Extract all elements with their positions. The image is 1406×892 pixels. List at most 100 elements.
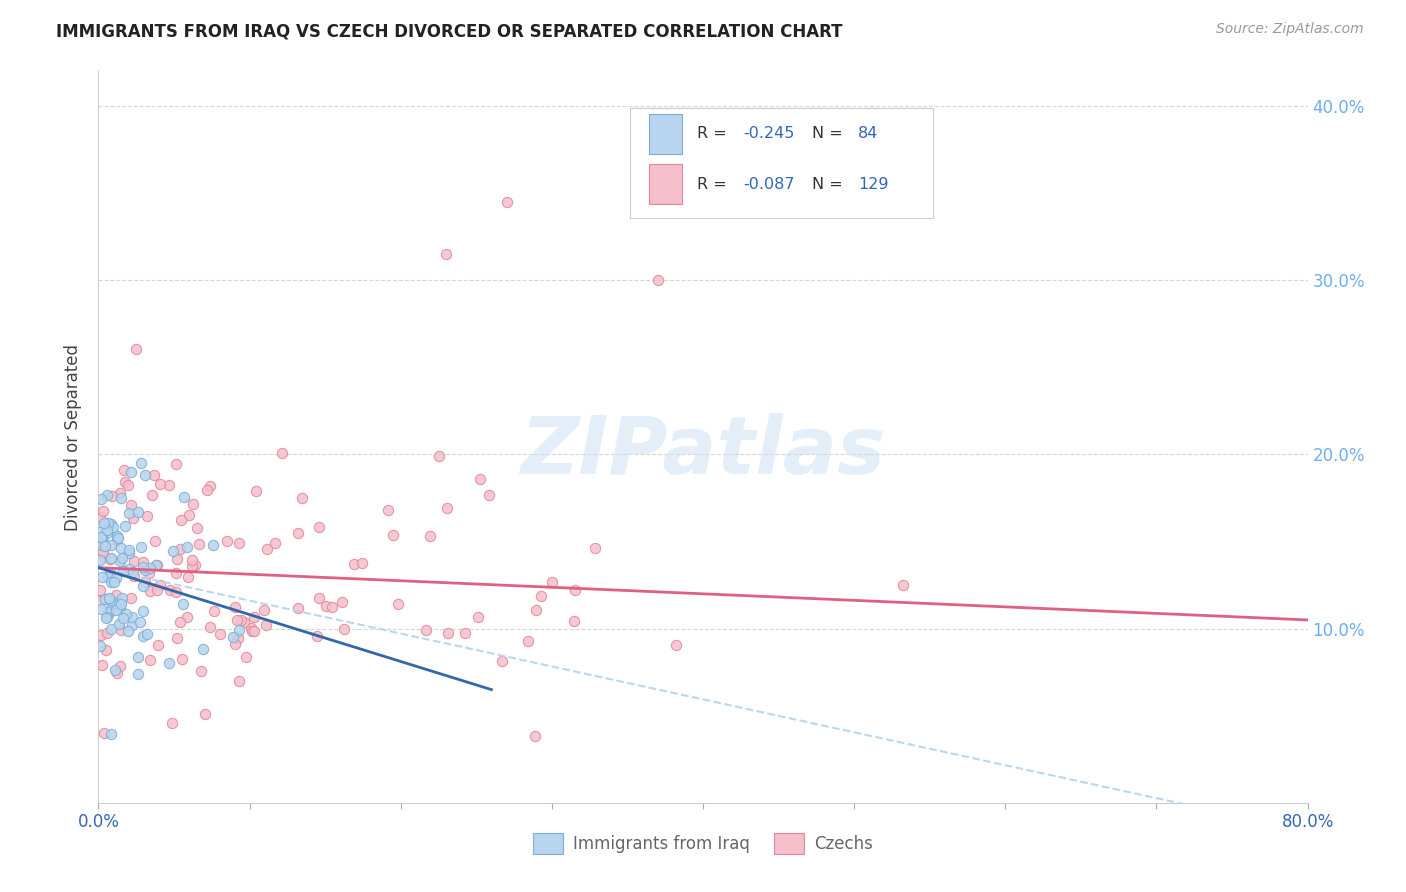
- Text: -0.245: -0.245: [742, 127, 794, 142]
- Point: [93, 549, 115, 563]
- Point: [468, 472, 491, 486]
- Point: [90, 530, 112, 544]
- Point: [893, 578, 915, 592]
- Point: [96, 523, 118, 537]
- Text: 129: 129: [858, 177, 889, 192]
- Point: [97, 570, 120, 584]
- Point: [172, 597, 194, 611]
- Point: [122, 554, 145, 568]
- Point: [524, 603, 547, 617]
- Point: [240, 621, 263, 635]
- Point: [169, 542, 191, 557]
- Point: [202, 538, 225, 552]
- Point: [97, 591, 120, 605]
- Point: [89, 594, 111, 608]
- Point: [287, 600, 309, 615]
- Point: [129, 540, 152, 554]
- Point: [110, 541, 132, 555]
- Point: [111, 551, 134, 566]
- Point: [179, 508, 201, 523]
- Point: [98, 606, 121, 620]
- Point: [132, 579, 155, 593]
- Point: [89, 525, 111, 540]
- Point: [381, 528, 404, 542]
- Legend: Immigrants from Iraq, Czechs: Immigrants from Iraq, Czechs: [526, 827, 880, 860]
- Point: [114, 607, 136, 622]
- Point: [647, 273, 669, 287]
- Point: [149, 477, 172, 491]
- Point: [141, 488, 163, 502]
- Point: [105, 533, 128, 548]
- Point: [256, 541, 278, 556]
- Point: [254, 617, 277, 632]
- Point: [166, 551, 188, 566]
- Point: [308, 520, 330, 534]
- Text: ZIPatlas: ZIPatlas: [520, 413, 886, 491]
- FancyBboxPatch shape: [648, 164, 682, 204]
- Point: [190, 664, 212, 678]
- Text: -0.087: -0.087: [742, 177, 794, 192]
- Point: [129, 615, 152, 630]
- Point: [89, 639, 111, 653]
- Point: [157, 656, 180, 670]
- Point: [121, 565, 143, 579]
- Point: [181, 558, 204, 573]
- Point: [321, 600, 343, 615]
- Point: [117, 477, 139, 491]
- Point: [120, 465, 142, 479]
- Point: [105, 665, 128, 680]
- Point: [491, 655, 513, 669]
- Point: [94, 643, 117, 657]
- Y-axis label: Divorced or Separated: Divorced or Separated: [65, 343, 83, 531]
- Point: [110, 597, 132, 611]
- Point: [131, 555, 153, 569]
- Point: [287, 526, 309, 541]
- Point: [145, 558, 167, 572]
- Point: [112, 463, 135, 477]
- Point: [583, 541, 606, 556]
- Point: [224, 637, 246, 651]
- Point: [253, 603, 276, 617]
- Point: [291, 491, 314, 505]
- Point: [495, 194, 517, 209]
- Point: [121, 618, 143, 632]
- Point: [173, 490, 195, 504]
- Point: [134, 467, 156, 482]
- Point: [122, 569, 145, 583]
- Point: [224, 599, 246, 614]
- Point: [90, 601, 112, 615]
- Point: [136, 508, 159, 523]
- Point: [90, 492, 112, 507]
- Point: [233, 615, 256, 629]
- Point: [96, 625, 118, 640]
- Point: [91, 545, 114, 559]
- Point: [104, 589, 127, 603]
- Point: [315, 599, 337, 613]
- Point: [118, 543, 141, 558]
- Point: [127, 649, 149, 664]
- Point: [131, 559, 153, 574]
- Point: [454, 626, 477, 640]
- Point: [103, 520, 125, 534]
- Text: 84: 84: [858, 127, 879, 142]
- Point: [93, 516, 115, 530]
- Point: [139, 653, 162, 667]
- Point: [101, 597, 124, 611]
- Point: [165, 457, 187, 471]
- Point: [226, 632, 249, 646]
- Point: [146, 583, 169, 598]
- Point: [467, 610, 489, 624]
- Point: [134, 563, 156, 577]
- Point: [97, 605, 120, 619]
- Text: R =: R =: [697, 127, 733, 142]
- Point: [110, 600, 132, 615]
- Point: [516, 633, 538, 648]
- Point: [121, 511, 143, 525]
- Point: [200, 620, 222, 634]
- Point: [169, 615, 191, 630]
- Text: R =: R =: [697, 177, 733, 192]
- Point: [100, 575, 122, 590]
- Point: [159, 583, 181, 598]
- Point: [104, 664, 127, 678]
- Point: [181, 552, 204, 566]
